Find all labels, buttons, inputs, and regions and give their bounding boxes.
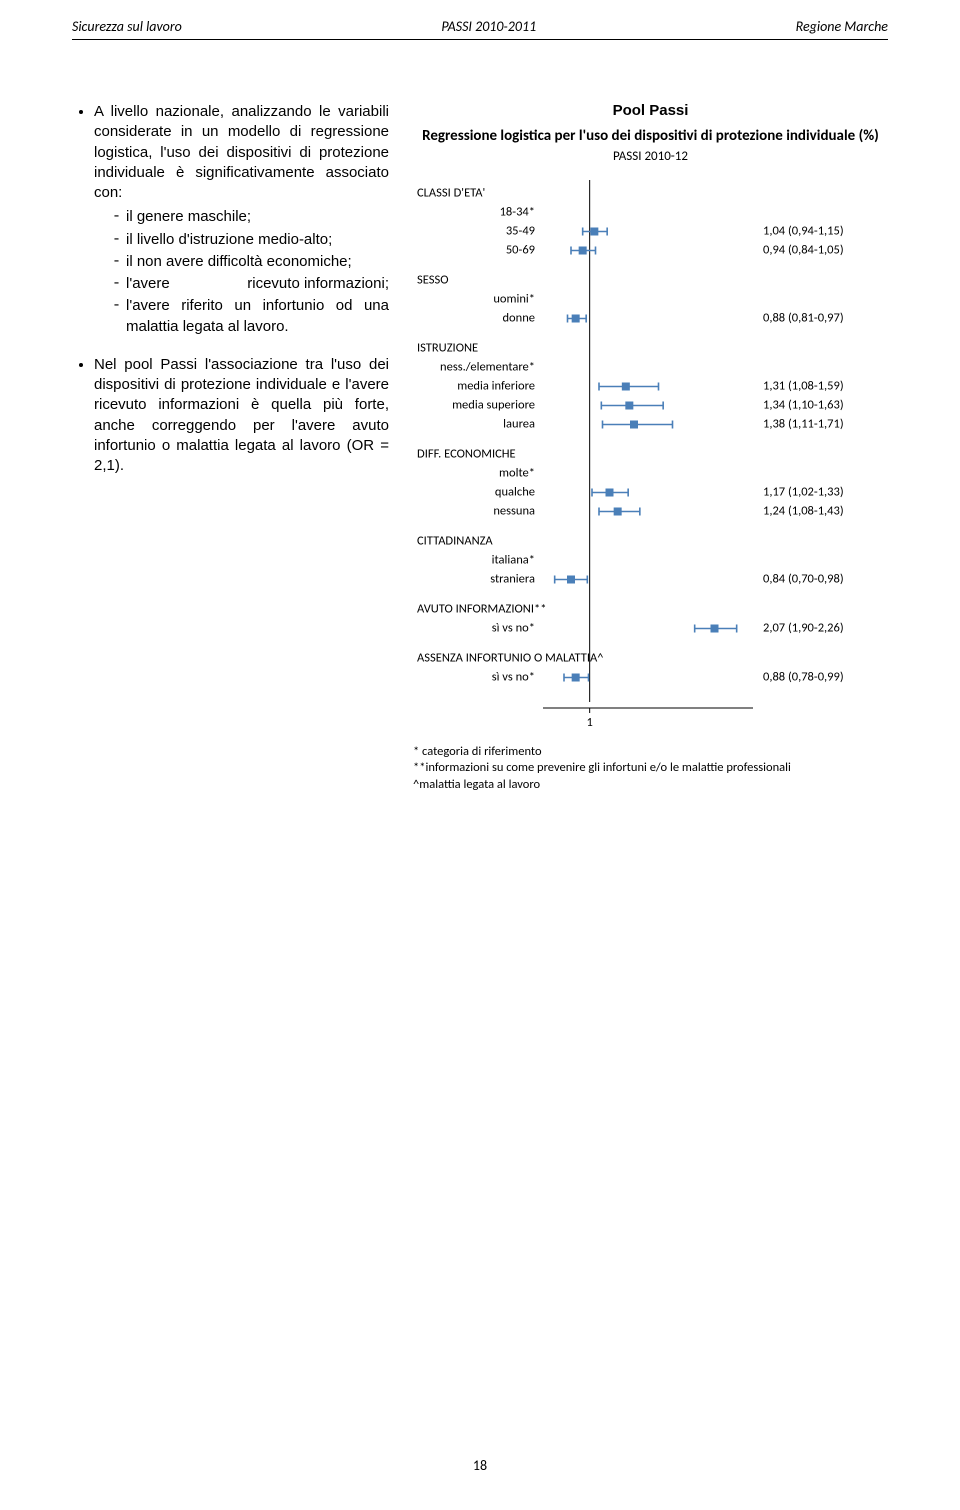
group-label: ISTRUZIONE bbox=[417, 340, 478, 355]
chart-subtitle: PASSI 2010-12 bbox=[613, 149, 688, 164]
or-value: 0,88 (0,81-0,97) bbox=[763, 310, 844, 325]
or-value: 1,17 (1,02-1,33) bbox=[763, 484, 844, 499]
dash-4: l'avere ricevuto informazioni; bbox=[112, 274, 389, 294]
chart-note: ^malattia legata al lavoro bbox=[413, 777, 888, 794]
or-value: 0,94 (0,84-1,05) bbox=[763, 242, 844, 257]
left-column: A livello nazionale, analizzando le vari… bbox=[72, 102, 389, 794]
or-marker bbox=[614, 507, 622, 515]
header-right: Regione Marche bbox=[796, 18, 888, 35]
or-marker bbox=[572, 673, 580, 681]
row-label: qualche bbox=[495, 484, 535, 499]
or-marker bbox=[579, 246, 587, 254]
forest-plot: CLASSI D'ETA' 18-34* 35-49 1,04 (0,94-1,15)… bbox=[413, 172, 888, 734]
page-header: Sicurezza sul lavoro PASSI 2010-2011 Reg… bbox=[0, 0, 960, 35]
dash-2: il livello d'istruzione medio-alto; bbox=[112, 230, 389, 250]
pool-title: Pool Passi bbox=[613, 102, 689, 119]
or-marker bbox=[590, 227, 598, 235]
row-label: media inferiore bbox=[457, 378, 535, 393]
row-label: donne bbox=[502, 310, 535, 325]
right-column: Pool Passi Regressione logistica per l'u… bbox=[413, 102, 888, 794]
or-value: 1,31 (1,08-1,59) bbox=[763, 378, 844, 393]
group-label: SESSO bbox=[417, 272, 449, 287]
or-value: 0,84 (0,70-0,98) bbox=[763, 571, 844, 586]
dash-1: il genere maschile; bbox=[112, 207, 389, 227]
row-label: uomini* bbox=[493, 291, 535, 306]
row-label: 35-49 bbox=[506, 223, 535, 238]
or-value: 1,24 (1,08-1,43) bbox=[763, 503, 844, 518]
row-label: straniera bbox=[490, 571, 535, 586]
or-marker bbox=[622, 382, 630, 390]
or-marker bbox=[630, 420, 638, 428]
row-label: nessuna bbox=[493, 503, 535, 518]
or-marker bbox=[711, 624, 719, 632]
dash-4-pre: l'avere bbox=[126, 274, 170, 294]
or-value: 1,38 (1,11-1,71) bbox=[763, 416, 844, 431]
or-marker bbox=[572, 314, 580, 322]
or-value: 0,88 (0,78-0,99) bbox=[763, 669, 844, 684]
row-label: sì vs no* bbox=[492, 620, 535, 635]
or-value: 2,07 (1,90-2,26) bbox=[763, 620, 844, 635]
page-number: 18 bbox=[0, 1457, 960, 1474]
row-label: sì vs no* bbox=[492, 669, 535, 684]
axis-tick-label: 1 bbox=[586, 715, 592, 730]
or-marker bbox=[606, 488, 614, 496]
group-label: ASSENZA INFORTUNIO O MALATTIA^ bbox=[417, 650, 603, 665]
group-label: CLASSI D'ETA' bbox=[417, 185, 485, 200]
bullet-1: A livello nazionale, analizzando le vari… bbox=[94, 102, 389, 337]
row-label: molte* bbox=[499, 465, 535, 480]
or-value: 1,04 (0,94-1,15) bbox=[763, 223, 844, 238]
group-label: DIFF. ECONOMICHE bbox=[417, 446, 516, 461]
or-value: 1,34 (1,10-1,63) bbox=[763, 397, 844, 412]
chart-notes: * categoria di riferimento**informazioni… bbox=[413, 744, 888, 795]
or-marker bbox=[567, 575, 575, 583]
dash-4-post: ricevuto informazioni; bbox=[247, 274, 389, 294]
header-center: PASSI 2010-2011 bbox=[441, 18, 536, 35]
chart-note: * categoria di riferimento bbox=[413, 744, 888, 761]
or-marker bbox=[625, 401, 633, 409]
dash-3: il non avere difficoltà economiche; bbox=[112, 252, 389, 272]
group-label: AVUTO INFORMAZIONI** bbox=[417, 601, 546, 616]
dash-5: l'avere riferito un infortunio od una ma… bbox=[112, 296, 389, 337]
row-label: 50-69 bbox=[506, 242, 535, 257]
chart-note: **informazioni su come prevenire gli inf… bbox=[413, 760, 888, 777]
row-label: 18-34* bbox=[500, 204, 535, 219]
row-label: media superiore bbox=[452, 397, 535, 412]
row-label: ness./elementare* bbox=[440, 359, 535, 374]
row-label: laurea bbox=[503, 416, 535, 431]
bullet-2: Nel pool Passi l'associazione tra l'uso … bbox=[94, 355, 389, 477]
content-area: A livello nazionale, analizzando le vari… bbox=[0, 40, 960, 794]
group-label: CITTADINANZA bbox=[417, 533, 493, 548]
chart-title: Regressione logistica per l'uso dei disp… bbox=[422, 127, 879, 147]
row-label: italiana* bbox=[492, 552, 535, 567]
para1-intro: A livello nazionale, analizzando le vari… bbox=[94, 103, 389, 201]
header-left: Sicurezza sul lavoro bbox=[72, 18, 182, 35]
